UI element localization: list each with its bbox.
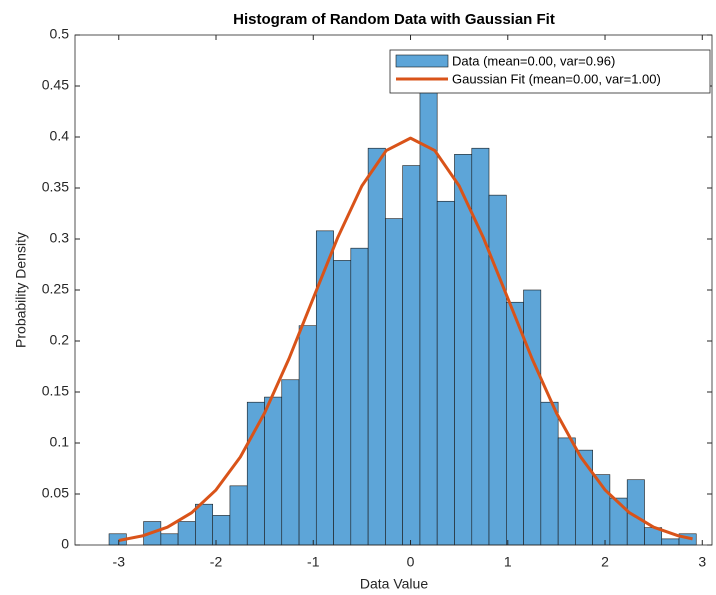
legend: Data (mean=0.00, var=0.96) Gaussian Fit (…: [389, 49, 711, 94]
fit-line: [118, 136, 693, 542]
bar: [195, 503, 214, 546]
bar: [333, 260, 352, 546]
legend-label: Gaussian Fit (mean=0.00, var=1.00): [452, 71, 661, 86]
bar: [160, 533, 179, 546]
x-tick-label: 1: [504, 554, 512, 570]
chart-title: Histogram of Random Data with Gaussian F…: [233, 11, 555, 28]
bar: [367, 147, 386, 546]
bar: [419, 88, 438, 546]
y-tick-label: 0: [61, 536, 69, 552]
bar: [177, 521, 196, 546]
x-tick-label: 3: [698, 554, 706, 570]
bar: [488, 194, 507, 546]
y-tick-label: 0.45: [42, 77, 69, 93]
legend-swatch: [395, 54, 449, 68]
x-tick-label: 2: [601, 554, 609, 570]
bar: [557, 437, 576, 546]
y-tick-label: 0.5: [50, 26, 70, 42]
bar: [506, 301, 524, 546]
x-axis-label: Data Value: [360, 576, 428, 592]
bar: [385, 218, 403, 546]
bar: [229, 485, 248, 546]
bar: [471, 147, 490, 546]
bar: [402, 165, 421, 546]
y-tick-label: 0.05: [42, 485, 69, 501]
bar: [454, 154, 473, 546]
bar: [436, 200, 455, 546]
x-tick-label: -3: [113, 554, 126, 570]
bar: [298, 325, 317, 546]
bar: [523, 289, 542, 546]
y-tick-label: 0.2: [50, 332, 70, 348]
legend-label: Data (mean=0.00, var=0.96): [452, 53, 615, 68]
bar: [246, 401, 265, 546]
y-tick-label: 0.1: [50, 434, 70, 450]
y-axis-label: Probability Density: [13, 232, 29, 348]
bar: [315, 230, 334, 546]
y-tick-label: 0.15: [42, 383, 69, 399]
bar: [281, 379, 300, 546]
x-tick-label: -2: [210, 554, 223, 570]
y-tick-label: 0.35: [42, 179, 69, 195]
y-tick-label: 0.25: [42, 281, 69, 297]
bar: [350, 247, 369, 546]
x-tick-label: 0: [407, 554, 415, 570]
bar: [264, 396, 283, 546]
bar: [212, 515, 231, 546]
bar: [540, 401, 559, 546]
bar: [661, 538, 680, 546]
bar: [575, 449, 593, 546]
bar: [609, 497, 628, 546]
y-tick-label: 0.3: [50, 230, 70, 246]
x-tick-label: -1: [307, 554, 320, 570]
y-tick-label: 0.4: [50, 128, 70, 144]
